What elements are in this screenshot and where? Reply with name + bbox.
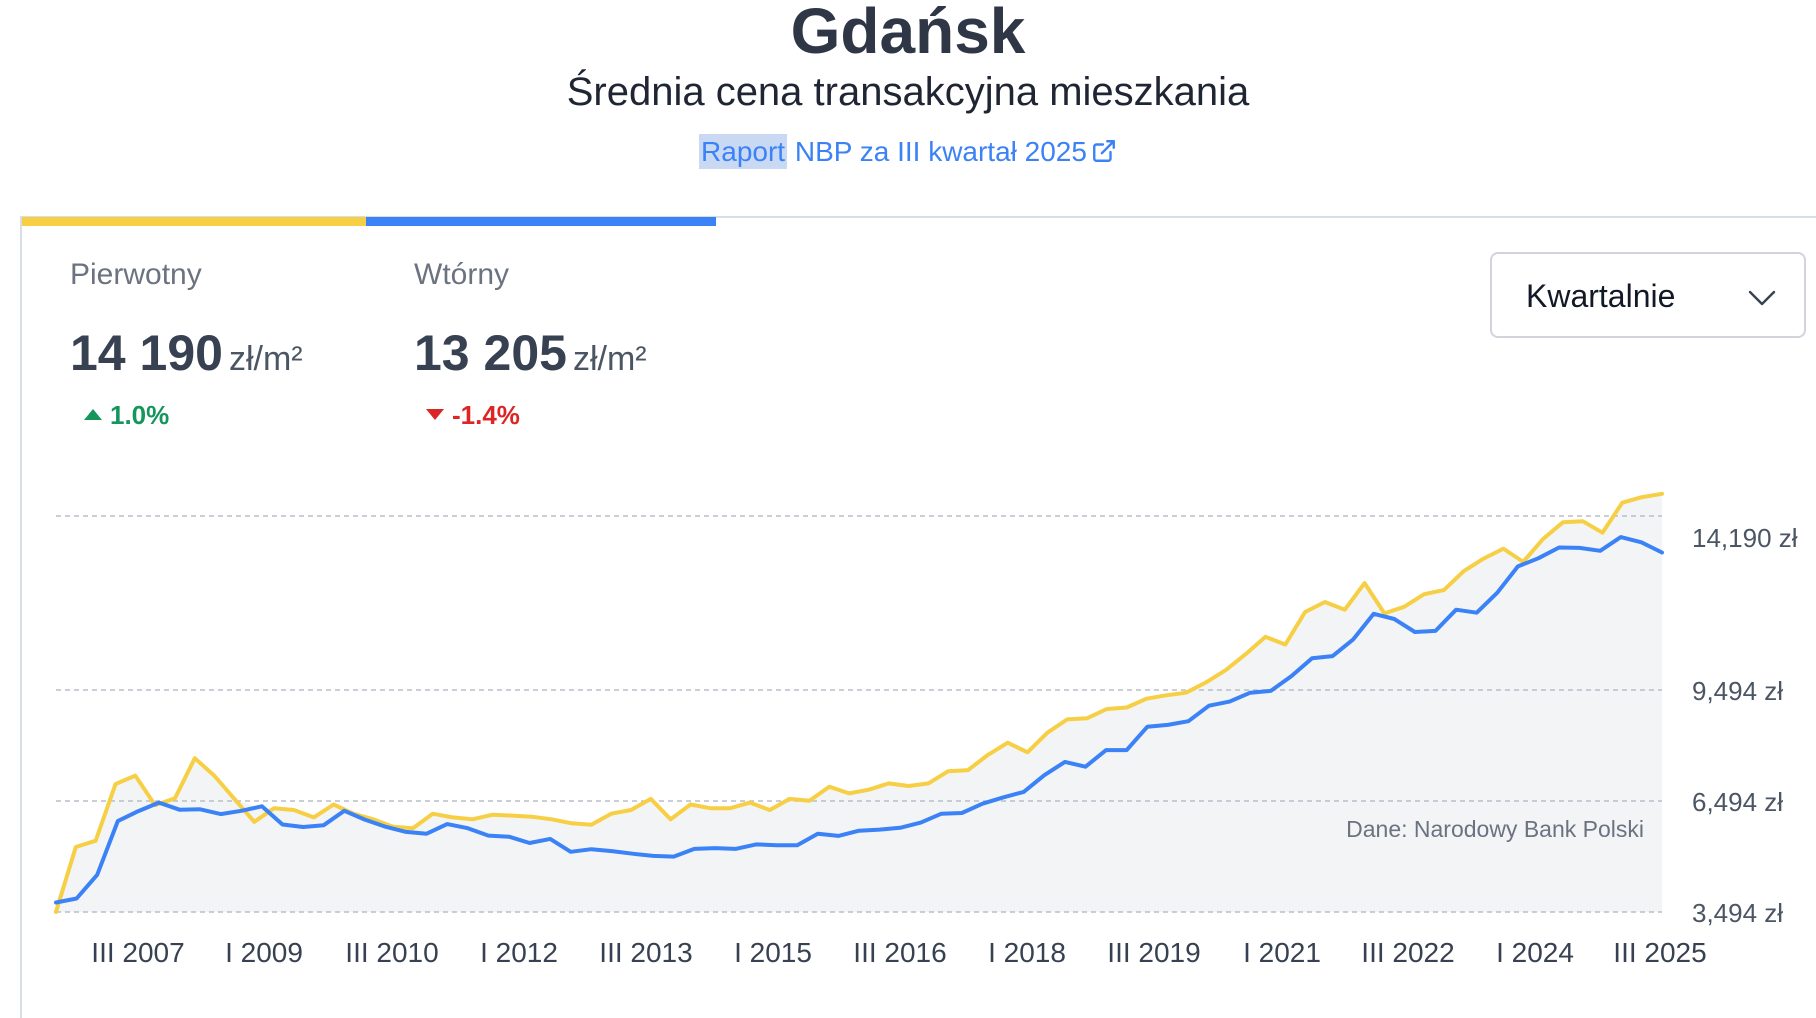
y-tick-label: 6,494 zł: [1692, 787, 1783, 817]
x-tick-label: III 2007: [91, 937, 184, 968]
x-tick-label: I 2009: [225, 937, 303, 968]
x-tick-label: III 2013: [599, 937, 692, 968]
x-tick-label: III 2019: [1107, 937, 1200, 968]
y-tick-label: 14,190 zł: [1692, 523, 1798, 553]
stat-primary-unit: zł/m²: [228, 340, 303, 378]
stat-secondary-unit: zł/m²: [572, 340, 647, 378]
secondary-market-tab-indicator[interactable]: [366, 217, 716, 226]
stat-secondary-label: Wtórny: [414, 258, 510, 291]
stat-primary-label: Pierwotny: [70, 258, 202, 291]
report-link-highlight[interactable]: Raport: [699, 134, 788, 169]
stat-primary-number: 14 190: [70, 325, 223, 381]
report-link-text[interactable]: NBP za III kwartał 2025: [787, 136, 1087, 167]
primary-market-tab-indicator[interactable]: [22, 217, 366, 226]
x-tick-label: I 2021: [1243, 937, 1321, 968]
period-select[interactable]: Kwartalnie: [1490, 252, 1806, 338]
period-select-value: Kwartalnie: [1526, 278, 1676, 314]
x-tick-label: I 2018: [988, 937, 1066, 968]
report-link[interactable]: Raport NBP za III kwartał 2025: [0, 134, 1816, 171]
triangle-up-icon: [84, 409, 102, 420]
stat-secondary-value: 13 205 zł/m²: [414, 324, 647, 382]
stat-primary-change-value: 1.0%: [110, 400, 170, 430]
x-tick-label: I 2015: [734, 937, 812, 968]
series-line-pierwotny[interactable]: [54, 491, 1664, 914]
y-tick-label: 9,494 zł: [1692, 676, 1783, 706]
stat-secondary[interactable]: Wtórny 13 205 zł/m² -1.4%: [414, 258, 647, 431]
price-chart: 3,494 zł 6,494 zł 9,494 zł 14,190 zł III 200…: [54, 491, 1798, 968]
stat-primary-value: 14 190 zł/m²: [70, 324, 303, 382]
page-subtitle: Średnia cena transakcyjna mieszkania: [566, 70, 1250, 114]
triangle-down-icon: [426, 409, 444, 420]
x-tick-label: III 2016: [853, 937, 946, 968]
y-tick-label: 3,494 zł: [1692, 898, 1783, 928]
city-title: Gdańsk: [790, 0, 1026, 67]
stat-secondary-change: -1.4%: [426, 400, 647, 431]
stat-primary[interactable]: Pierwotny 14 190 zł/m² 1.0%: [70, 258, 303, 431]
x-tick-label: III 2022: [1361, 937, 1454, 968]
x-tick-label: III 2010: [345, 937, 438, 968]
stat-primary-change: 1.0%: [84, 400, 303, 431]
x-tick-label: I 2024: [1496, 937, 1574, 968]
external-link-icon[interactable]: [1091, 138, 1117, 171]
data-source-credit: Dane: Narodowy Bank Polski: [1346, 816, 1644, 842]
x-tick-label: III 2025: [1613, 937, 1706, 968]
x-tick-label: I 2012: [480, 937, 558, 968]
chevron-down-icon: [1746, 282, 1778, 319]
stat-secondary-change-value: -1.4%: [452, 400, 520, 430]
chart-area-fill: [56, 493, 1662, 912]
series-line-wtórny[interactable]: [54, 535, 1664, 905]
stat-secondary-number: 13 205: [414, 325, 567, 381]
